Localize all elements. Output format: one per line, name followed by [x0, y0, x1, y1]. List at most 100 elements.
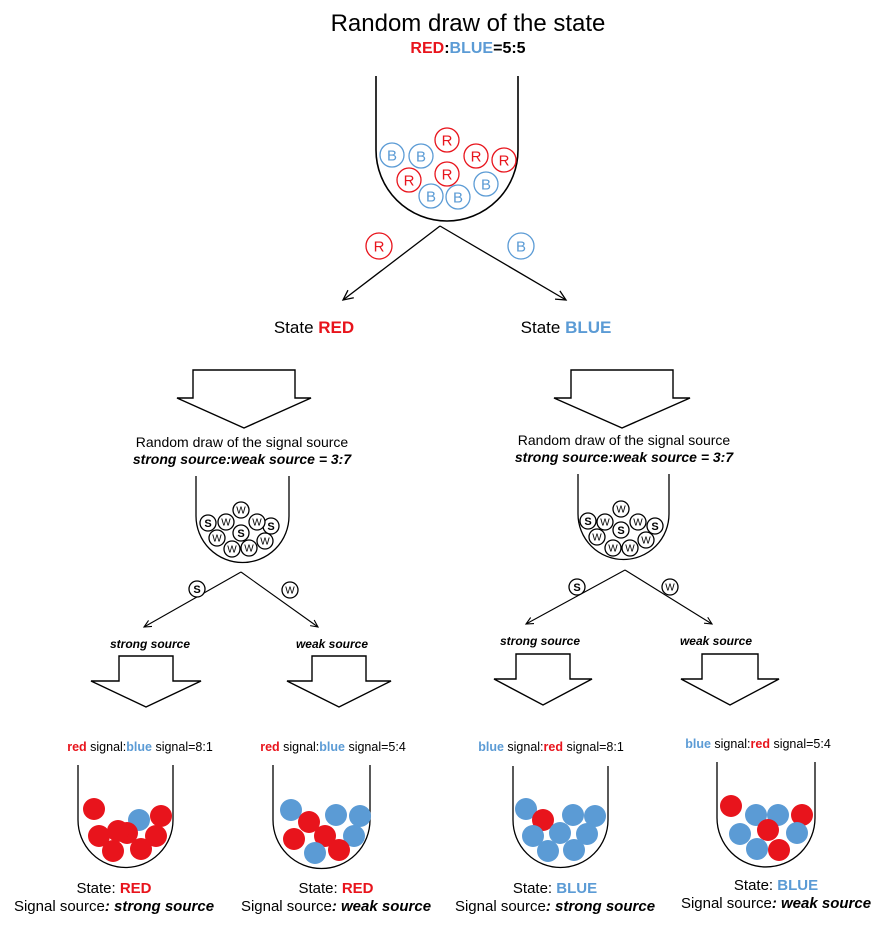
outcome-urn-3-ball [563, 839, 585, 861]
state-urn [375, 76, 519, 222]
sig-mid-1: signal: [86, 740, 127, 754]
state-blue-name: BLUE [565, 318, 612, 337]
branch-token-w-left-label: W [285, 586, 295, 597]
state-urn-token-label: R [499, 152, 510, 169]
sig-mid-3: signal: [503, 740, 544, 754]
signal-urn-left-token-label: W [252, 518, 262, 529]
signal-urn-right-token-label: S [617, 525, 624, 537]
sig-a-2: red [260, 740, 280, 754]
outcome-4-source-prefix: Signal source [680, 895, 772, 912]
signal-urn-right-token [646, 517, 664, 535]
outcome-urn-3 [512, 766, 609, 869]
outcome-urn-3-ball [522, 825, 544, 847]
outcome-3-state-prefix: State: [512, 880, 557, 897]
branch-token-s-right-label: S [573, 582, 580, 594]
sig-a-3: blue [478, 740, 504, 754]
outcome-2-source-prefix: Signal source [240, 898, 332, 915]
source-arrow-weak-left [240, 571, 319, 628]
signal-draw-title-right: Random draw of the signal source [517, 432, 731, 448]
outcome-3-source-prefix: Signal source [454, 898, 546, 915]
outcome-urn-2-ball [343, 825, 365, 847]
state-urn-token-label: R [442, 132, 453, 149]
branch-token-w-left [281, 581, 299, 599]
signal-urn-left-token-label: S [267, 521, 274, 533]
outcome-urn-4 [716, 762, 816, 868]
ratio-colon: : [444, 40, 450, 57]
sig-end-4: signal=5:4 [769, 737, 831, 751]
outcome-1-source: : strong source [104, 898, 215, 915]
sig-b-3: red [543, 740, 563, 754]
state-urn-token-label: B [481, 176, 491, 193]
signal-ratio-1: red signal:blue signal=8:1 [67, 740, 213, 754]
strong-source-label-1: strong source [109, 637, 191, 651]
state-urn-token-label: R [404, 172, 415, 189]
signal-urn-left-token-label: W [221, 518, 231, 529]
ratio-blue: BLUE [449, 40, 494, 57]
sig-end-1: signal=8:1 [151, 740, 213, 754]
weak-source-label-2: weak source [679, 634, 753, 648]
outcome-urn-4-ball [729, 823, 751, 845]
outcome-urn-3-ball [584, 805, 606, 827]
outcome-2-state: RED [341, 880, 374, 897]
signal-urn-left-token [256, 532, 274, 550]
outcome-urn-2-ball [298, 811, 320, 833]
signal-urn-left-token [208, 529, 226, 547]
outcome-label-1: State: RED Signal source: strong source [14, 880, 214, 916]
outcome-1-state: RED [119, 880, 152, 897]
outcome-urn-1-ball [102, 840, 124, 862]
outcome-urn-4-ball [768, 839, 790, 861]
sig-a-4: blue [685, 737, 711, 751]
state-urn-token [379, 142, 405, 168]
signal-urn-left-token [199, 514, 217, 532]
outcome-urn-1-ball [130, 838, 152, 860]
branch-arrow-blue [439, 225, 567, 301]
signal-urn-right-token-label: S [584, 516, 591, 528]
outcome-arrow-2 [286, 655, 392, 708]
signal-urn-left-token [223, 540, 241, 558]
source-arrow-strong-right-head [524, 617, 535, 625]
outcome-urn-3-ball [576, 823, 598, 845]
sig-b-1: blue [126, 740, 152, 754]
state-blue-label: State BLUE [521, 318, 612, 338]
signal-draw-title-left: Random draw of the signal source [135, 434, 349, 450]
outcome-urn-3-ball [537, 840, 559, 862]
state-ratio: RED:BLUE=5:5 [410, 40, 525, 58]
outcome-urn-2-ball [304, 842, 326, 864]
ratio-suffix: =5:5 [493, 40, 526, 57]
strong-source-label-2: strong source [499, 634, 581, 648]
signal-urn-left-token [232, 501, 250, 519]
signal-urn-right-token-label: W [608, 544, 618, 555]
state-urn-token [434, 127, 460, 153]
signal-urn-right-token-label: W [641, 536, 651, 547]
branch-token-blue-label: B [516, 238, 526, 255]
outcome-4-state: BLUE [777, 877, 819, 894]
signal-urn-right-token [588, 528, 606, 546]
outcome-urn-1 [77, 765, 174, 869]
signal-urn-left-token [217, 513, 235, 531]
branch-token-s-left-label: S [193, 584, 200, 596]
outcome-urn-4-ball [791, 804, 813, 826]
outcome-label-2: State: RED Signal source: weak source [241, 880, 431, 916]
state-urn-token-label: R [442, 166, 453, 183]
signal-urn-left-token-label: W [227, 545, 237, 556]
outcome-arrow-4 [680, 653, 780, 706]
state-urn-token [408, 143, 434, 169]
signal-urn-right-token [629, 513, 647, 531]
diagram-title: Random draw of the state [330, 10, 606, 37]
outcome-urn-2-ball [314, 825, 336, 847]
branch-arrow-red-head [341, 289, 354, 301]
source-arrow-strong-right [525, 569, 626, 625]
branch-token-s-left [188, 580, 206, 598]
weak-source-label-1: weak source [295, 637, 369, 651]
signal-draw-ratio-left: strong source:weak source = 3:7 [132, 451, 352, 467]
state-urn-token-label: B [387, 147, 397, 164]
state-urn-token-label: B [416, 148, 426, 165]
signal-urn-right-token [621, 539, 639, 557]
signal-urn-right [577, 474, 670, 561]
state-urn-token [491, 147, 517, 173]
outcome-urn-2 [272, 765, 371, 870]
signal-urn-left-token-label: S [204, 518, 211, 530]
outcome-urn-2-ball [280, 799, 302, 821]
signal-draw-ratio-right: strong source:weak source = 3:7 [514, 449, 734, 465]
